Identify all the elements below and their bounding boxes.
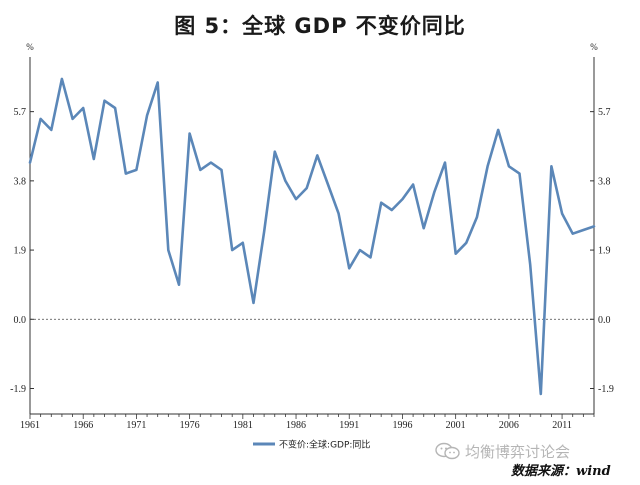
y-tick-label-right: 3.8 <box>598 176 611 187</box>
y-unit-left: % <box>26 42 34 52</box>
x-tick-label: 1996 <box>392 420 412 431</box>
y-tick-label-left: 0.0 <box>14 315 27 326</box>
y-tick-label-right: -1.9 <box>598 384 614 395</box>
x-tick-label: 2011 <box>552 420 572 431</box>
x-tick-label: 1976 <box>180 420 200 431</box>
x-tick-label: 1971 <box>126 420 146 431</box>
y-tick-label-right: 5.7 <box>598 107 611 118</box>
x-tick-label: 2001 <box>446 420 466 431</box>
chart-title: 图 5：全球 GDP 不变价同比 <box>174 14 466 38</box>
y-unit-right: % <box>590 42 598 52</box>
series-group <box>28 77 596 396</box>
x-tick-label: 1961 <box>20 420 40 431</box>
series-line <box>28 77 596 396</box>
chart-axes: %% <box>26 42 598 415</box>
x-tick-label: 2006 <box>499 420 519 431</box>
x-tick-label: 1986 <box>286 420 306 431</box>
y-tick-label-right: 0.0 <box>598 315 611 326</box>
x-tick-label: 1981 <box>233 420 253 431</box>
x-ticks: 1961 1966 1971 1976 1981 1986 1991 1996 2001 2006… <box>20 414 595 431</box>
y-tick-label-left: -1.9 <box>10 384 26 395</box>
x-tick-label: 1991 <box>339 420 359 431</box>
y-tick-label-left: 3.8 <box>14 176 27 187</box>
watermark: 均衡博弈讨论会 <box>435 441 570 462</box>
y-tick-label-left: 5.7 <box>14 107 27 118</box>
wechat-icon <box>435 442 460 460</box>
y-ticks: 5.7 5.7 3.8 3.8 1.9 1.9 0.0 0.0 -1.9 -1.9 <box>10 107 614 395</box>
x-tick-label: 1966 <box>73 420 93 431</box>
source-note: 数据来源：wind <box>511 464 611 479</box>
y-tick-label-right: 1.9 <box>598 246 611 257</box>
legend: 不变价:全球:GDP:同比 <box>253 439 370 451</box>
watermark-text: 均衡博弈讨论会 <box>465 443 571 461</box>
legend-label: 不变价:全球:GDP:同比 <box>279 439 370 451</box>
y-tick-label-left: 1.9 <box>14 246 27 257</box>
